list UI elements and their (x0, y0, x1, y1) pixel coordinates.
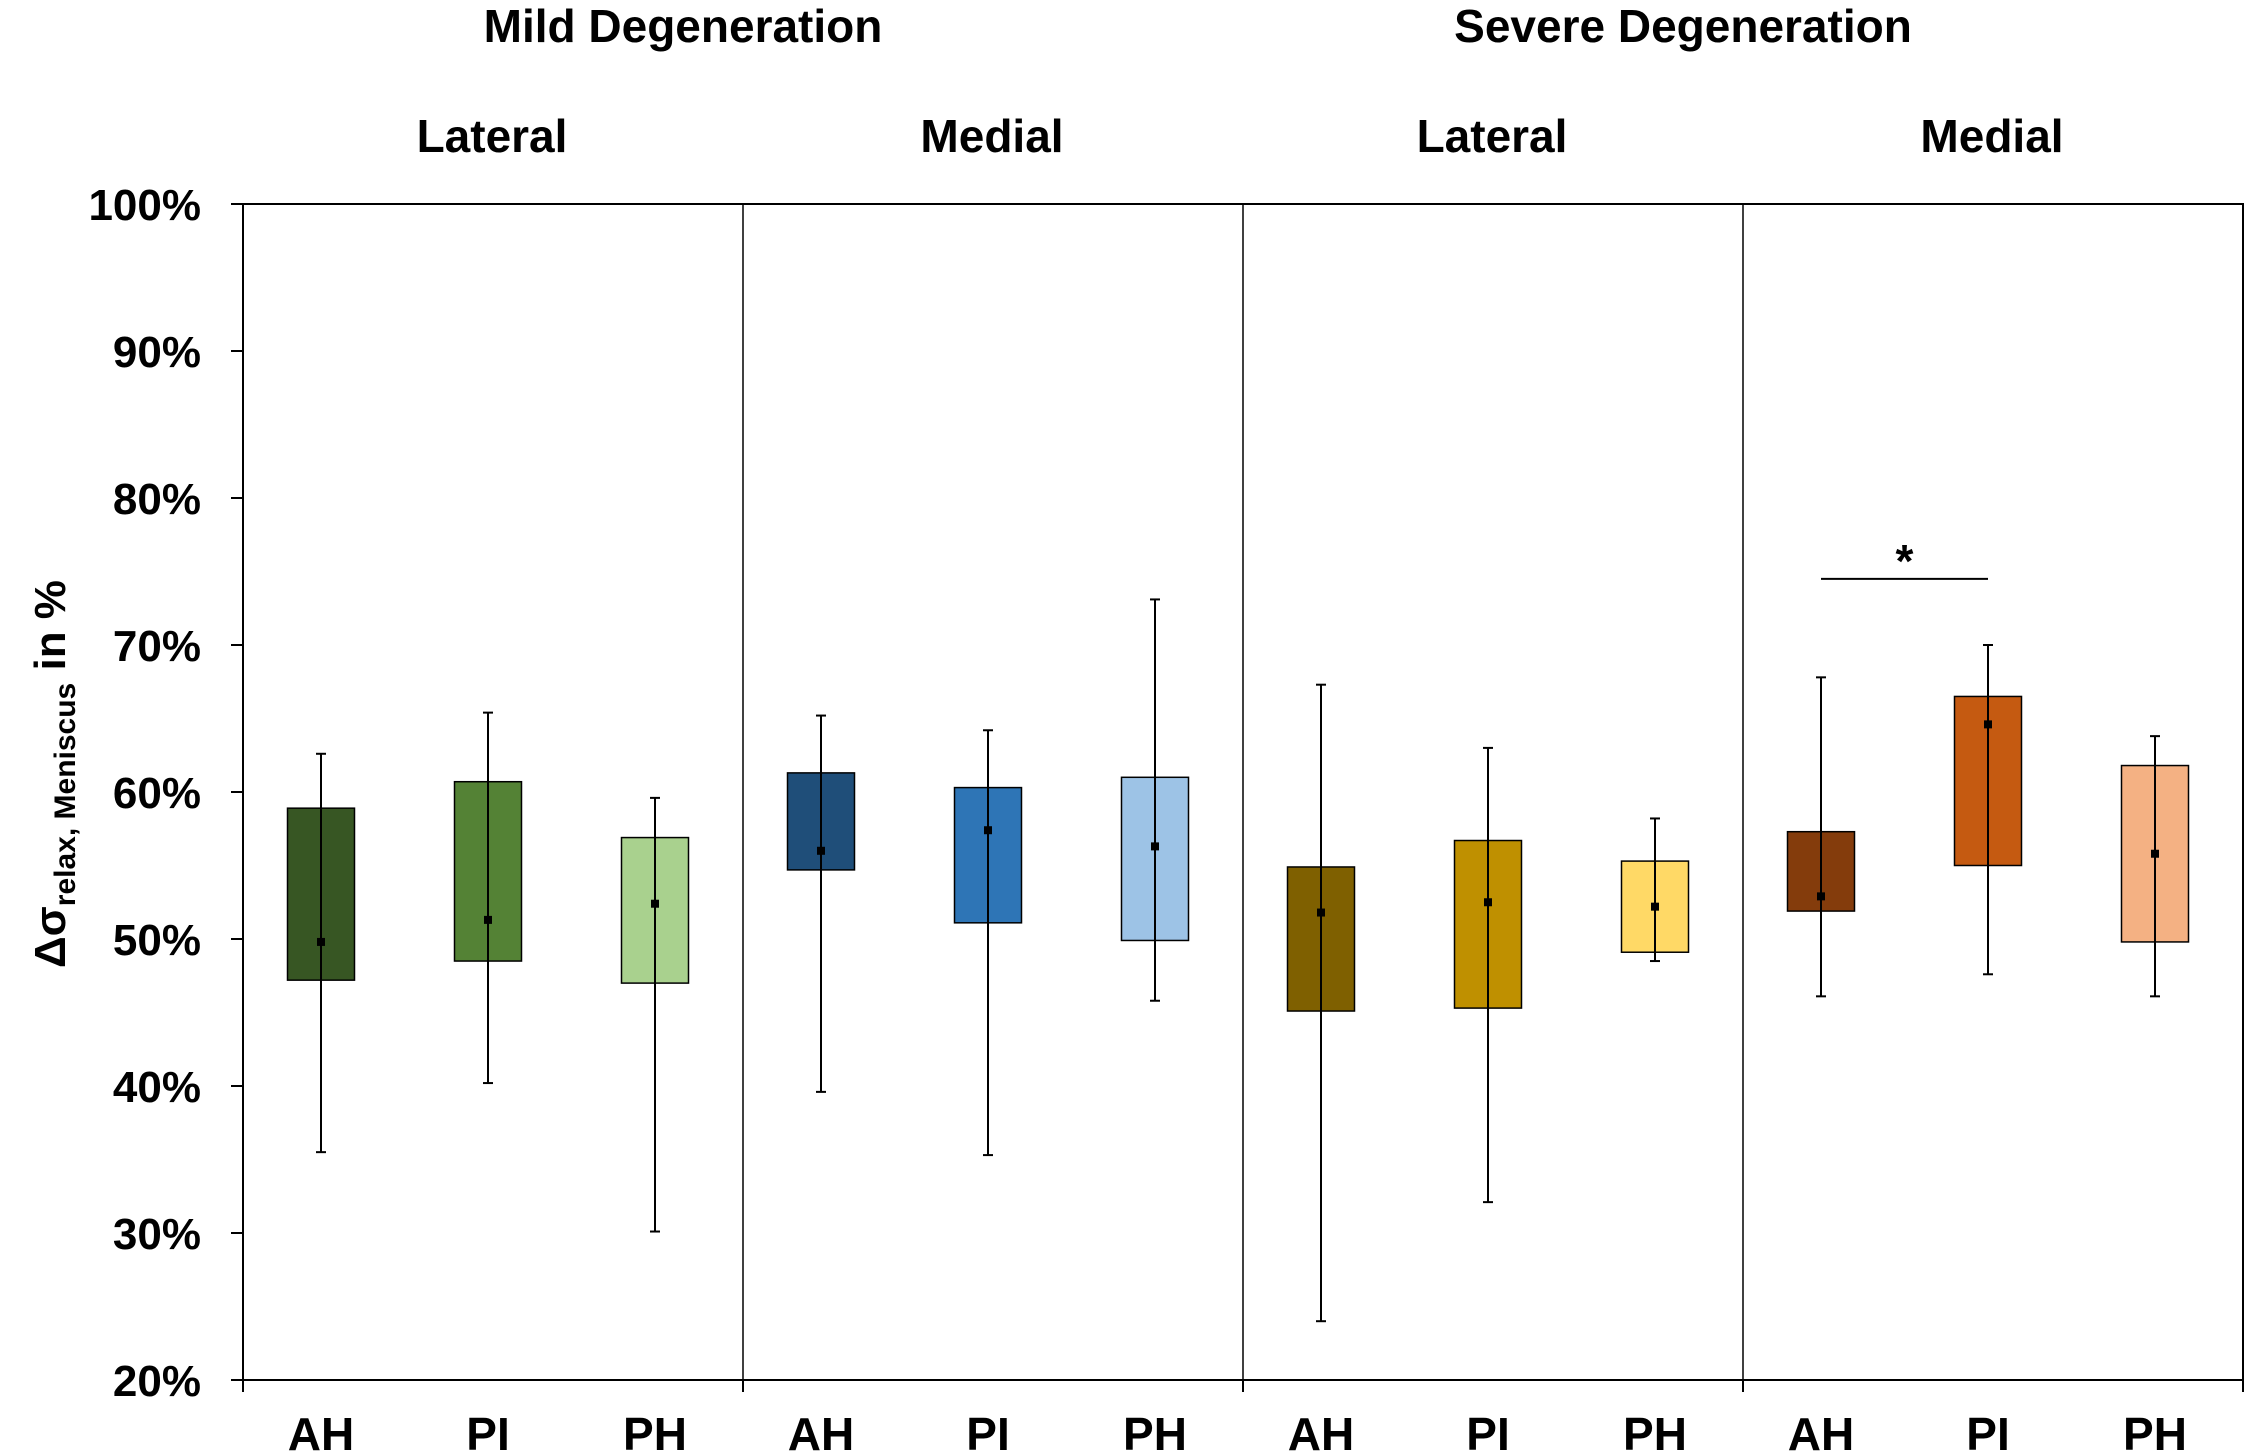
panel-title: Lateral (417, 110, 568, 162)
x-tick-label: AH (1788, 1408, 1854, 1456)
x-tick-label: PH (1623, 1408, 1687, 1456)
mean-marker (2151, 849, 2159, 858)
panel-title: Lateral (1417, 110, 1568, 162)
y-tick-label: 50% (113, 916, 201, 965)
mean-marker (484, 915, 492, 924)
y-tick-label: 100% (88, 181, 201, 230)
x-tick-label: PI (966, 1408, 1009, 1456)
x-tick-label: PH (623, 1408, 687, 1456)
y-tick-label: 60% (113, 769, 201, 818)
group-title: Severe Degeneration (1454, 0, 1912, 52)
mean-marker (1984, 720, 1992, 729)
mean-marker (1484, 898, 1492, 907)
y-tick-label: 20% (113, 1357, 201, 1406)
mean-marker (317, 937, 325, 946)
chart-frame-layer (231, 203, 2244, 1392)
x-tick-label: PI (1466, 1408, 1509, 1456)
x-tick-label: AH (788, 1408, 854, 1456)
mean-marker (1317, 908, 1325, 917)
group-title: Mild Degeneration (484, 0, 883, 52)
panel-title: Medial (1920, 110, 2063, 162)
y-tick-label: 70% (113, 622, 201, 671)
mean-marker (651, 899, 659, 908)
chart-boxes-layer (286, 577, 2190, 1323)
mean-marker (1817, 892, 1825, 901)
y-axis-label-suffix: in % (26, 580, 75, 683)
y-tick-label: 90% (113, 328, 201, 377)
y-axis-label-symbol: Δσ (26, 906, 75, 968)
x-tick-label: AH (1288, 1408, 1354, 1456)
y-tick-label: 80% (113, 475, 201, 524)
x-tick-label: AH (288, 1408, 354, 1456)
x-tick-label: PI (466, 1408, 509, 1456)
mean-marker (817, 846, 825, 855)
mean-marker (984, 826, 992, 835)
chart-text-layer: Δσrelax, Meniscus in % 20% 30% 40% 50% 60% 70… (26, 0, 2187, 1456)
x-tick-label: PH (2123, 1408, 2187, 1456)
y-tick-label: 30% (113, 1210, 201, 1259)
mean-marker (1651, 902, 1659, 911)
mean-marker (1151, 842, 1159, 851)
y-axis-label-subscript: relax, Meniscus (49, 683, 82, 906)
x-tick-label: PH (1123, 1408, 1187, 1456)
y-axis-label: Δσrelax, Meniscus in % (26, 580, 82, 968)
x-tick-label: PI (1966, 1408, 2009, 1456)
y-tick-label: 40% (113, 1063, 201, 1112)
significance-marker: * (1896, 535, 1914, 587)
panel-title: Medial (920, 110, 1063, 162)
